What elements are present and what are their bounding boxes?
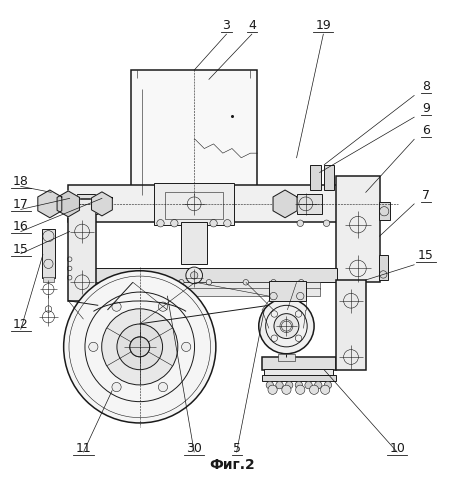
Bar	[68, 186, 351, 222]
Bar	[165, 192, 222, 218]
Bar	[42, 229, 55, 278]
Circle shape	[206, 280, 211, 285]
Circle shape	[243, 280, 248, 285]
Text: 30: 30	[186, 442, 202, 455]
Text: 7: 7	[421, 188, 429, 202]
Bar	[77, 194, 103, 214]
Circle shape	[190, 272, 197, 279]
Circle shape	[314, 382, 321, 389]
Circle shape	[298, 280, 303, 285]
Bar	[335, 280, 365, 370]
Bar	[68, 268, 337, 282]
Circle shape	[114, 280, 119, 285]
Bar	[43, 277, 53, 282]
Bar	[310, 164, 320, 190]
Bar	[94, 288, 319, 296]
Circle shape	[112, 302, 121, 312]
Text: 5: 5	[232, 442, 240, 455]
Bar	[262, 374, 335, 382]
Bar	[277, 354, 294, 360]
Bar	[296, 194, 321, 214]
Circle shape	[258, 298, 313, 354]
Circle shape	[191, 277, 196, 282]
Bar	[378, 254, 387, 280]
Bar	[269, 281, 305, 300]
Circle shape	[186, 267, 202, 283]
Text: 11: 11	[75, 442, 91, 455]
Circle shape	[88, 342, 98, 351]
Circle shape	[63, 271, 215, 423]
Text: 15: 15	[13, 242, 29, 256]
Circle shape	[178, 280, 184, 285]
Circle shape	[156, 220, 164, 227]
Circle shape	[181, 342, 190, 351]
Text: 16: 16	[13, 220, 29, 234]
Circle shape	[158, 382, 167, 392]
Text: 10: 10	[388, 442, 404, 455]
Circle shape	[281, 385, 290, 394]
Text: 19: 19	[315, 20, 331, 32]
Circle shape	[285, 382, 292, 389]
Text: Фиг.2: Фиг.2	[209, 458, 254, 472]
Circle shape	[275, 382, 282, 389]
Circle shape	[209, 220, 217, 227]
Bar	[324, 164, 334, 190]
Bar	[335, 176, 379, 282]
Bar	[153, 183, 234, 224]
Circle shape	[324, 382, 331, 389]
Polygon shape	[91, 192, 112, 216]
Circle shape	[270, 280, 275, 285]
Circle shape	[117, 324, 162, 370]
Text: 8: 8	[421, 80, 429, 93]
Circle shape	[294, 382, 302, 389]
Circle shape	[268, 385, 276, 394]
Circle shape	[170, 220, 178, 227]
Circle shape	[320, 385, 329, 394]
Circle shape	[223, 220, 231, 227]
Bar	[94, 282, 319, 289]
Polygon shape	[57, 191, 79, 217]
Circle shape	[304, 382, 312, 389]
Circle shape	[309, 385, 318, 394]
Bar	[181, 222, 206, 264]
Bar	[378, 202, 389, 220]
Circle shape	[323, 220, 329, 226]
Bar	[264, 369, 333, 376]
Text: 3: 3	[222, 20, 230, 32]
Text: 12: 12	[13, 318, 29, 331]
Circle shape	[295, 385, 304, 394]
Text: 6: 6	[421, 124, 429, 137]
Circle shape	[112, 382, 121, 392]
Circle shape	[266, 382, 273, 389]
Bar	[262, 357, 335, 370]
Bar	[130, 70, 257, 194]
Text: 17: 17	[13, 198, 29, 211]
Circle shape	[141, 280, 147, 285]
Text: 4: 4	[247, 20, 255, 32]
Text: 9: 9	[421, 102, 429, 115]
Circle shape	[158, 302, 167, 312]
Text: 15: 15	[417, 250, 433, 262]
Text: 18: 18	[13, 175, 29, 188]
Circle shape	[273, 314, 298, 338]
Bar	[68, 200, 96, 300]
Polygon shape	[272, 190, 296, 218]
Polygon shape	[38, 190, 62, 218]
Circle shape	[296, 220, 303, 226]
Circle shape	[130, 337, 150, 356]
Circle shape	[101, 309, 177, 385]
